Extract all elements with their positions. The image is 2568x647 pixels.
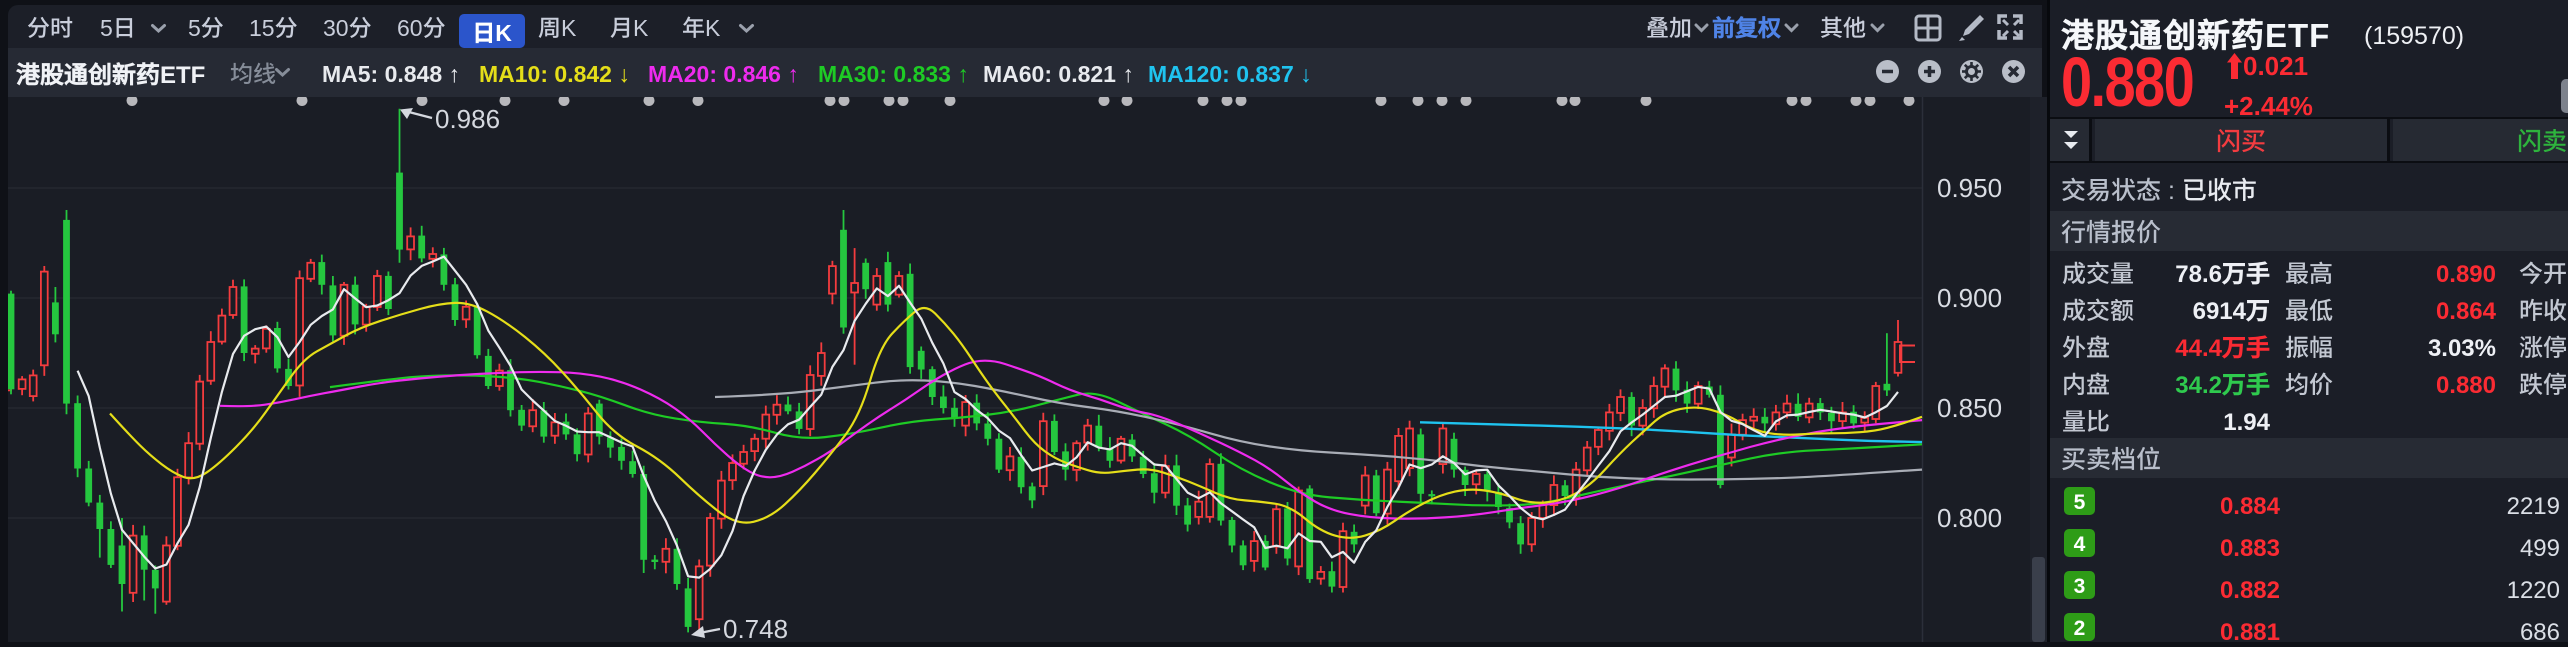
svg-text:0.800: 0.800 [1937, 498, 2002, 535]
svg-text:0.850: 0.850 [1937, 388, 2002, 425]
svg-text:0.950: 0.950 [1937, 168, 2002, 205]
svg-text:0.986: 0.986 [435, 99, 500, 136]
svg-text:0.900: 0.900 [1937, 278, 2002, 315]
svg-text:0.748: 0.748 [723, 609, 788, 642]
